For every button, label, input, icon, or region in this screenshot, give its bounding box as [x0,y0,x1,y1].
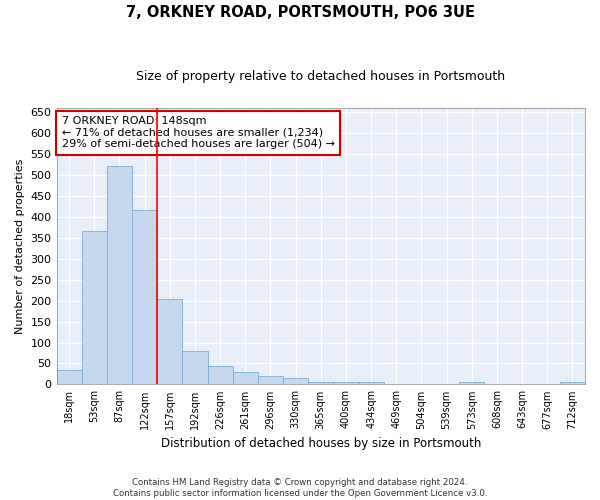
Bar [132,210,157,384]
Bar [56,370,82,384]
Bar [308,382,334,384]
Text: 7 ORKNEY ROAD: 148sqm
← 71% of detached houses are smaller (1,234)
29% of semi-d: 7 ORKNEY ROAD: 148sqm ← 71% of detached … [62,116,335,150]
Title: Size of property relative to detached houses in Portsmouth: Size of property relative to detached ho… [136,70,505,83]
Bar [233,372,258,384]
Text: 7, ORKNEY ROAD, PORTSMOUTH, PO6 3UE: 7, ORKNEY ROAD, PORTSMOUTH, PO6 3UE [125,5,475,20]
Bar [359,382,383,384]
Bar [182,351,208,384]
Text: Contains HM Land Registry data © Crown copyright and database right 2024.
Contai: Contains HM Land Registry data © Crown c… [113,478,487,498]
Bar [258,376,283,384]
Bar [334,382,359,384]
Bar [560,382,585,384]
Bar [283,378,308,384]
Bar [157,298,182,384]
Bar [82,232,107,384]
Bar [107,166,132,384]
Bar [208,366,233,384]
X-axis label: Distribution of detached houses by size in Portsmouth: Distribution of detached houses by size … [161,437,481,450]
Y-axis label: Number of detached properties: Number of detached properties [15,158,25,334]
Bar [459,382,484,384]
